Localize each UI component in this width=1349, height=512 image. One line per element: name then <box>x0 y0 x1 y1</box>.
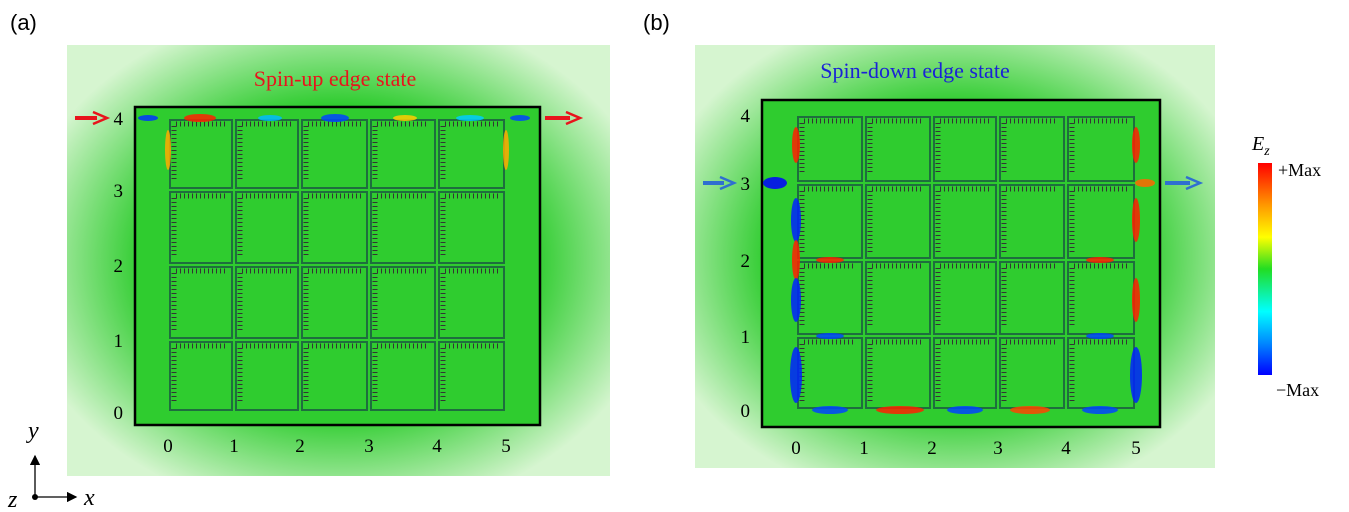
x-tick-label: 4 <box>1061 438 1071 459</box>
field-hotspot <box>510 115 530 121</box>
field-hotspot <box>1082 406 1118 414</box>
field-hotspot <box>1086 333 1114 339</box>
figure: Ez +Max −Max y z x (a) Spin-up edge state… <box>0 0 1349 512</box>
field-hotspot <box>876 406 924 414</box>
field-hotspot <box>138 115 158 121</box>
field-hotspot <box>791 278 801 322</box>
field-hotspot <box>791 198 801 242</box>
x-tick-label: 2 <box>295 436 305 457</box>
x-tick-label: 5 <box>1131 438 1141 459</box>
field-hotspot <box>947 406 983 414</box>
field-hotspot <box>1130 347 1142 403</box>
x-tick-label: 4 <box>432 436 442 457</box>
origin <box>32 494 38 500</box>
colorbar-min: −Max <box>1276 380 1319 400</box>
panel-title: Spin-up edge state <box>254 66 417 91</box>
field-hotspot <box>165 130 171 170</box>
field-hotspot <box>503 130 509 170</box>
x-tick-label: 3 <box>993 438 1003 459</box>
y-tick-label: 0 <box>114 403 124 424</box>
field-hotspot <box>1132 127 1140 163</box>
field-hotspot <box>816 257 844 263</box>
field-hotspot <box>816 333 844 339</box>
x-tick-label: 5 <box>501 436 511 457</box>
panel-label: (b) <box>643 10 670 35</box>
x-tick-label: 1 <box>229 436 239 457</box>
y-tick-label: 2 <box>741 251 751 272</box>
panel: (b) Spin-down edge state 0 1 2 3 4 5 4 3 2 1 0 <box>643 10 1215 468</box>
y-tick-label: 4 <box>741 106 751 127</box>
field-hotspot <box>456 115 484 121</box>
panel: (a) Spin-up edge state 0 1 2 3 4 5 4 3 2 1 0 <box>10 10 610 476</box>
y-tick-label: 2 <box>114 256 124 277</box>
y-tick-label: 0 <box>741 401 751 422</box>
x-tick-label: 0 <box>163 436 173 457</box>
field-hotspot <box>1135 179 1155 187</box>
field-hotspot <box>792 127 800 163</box>
field-hotspot <box>1132 198 1140 242</box>
field-hotspot <box>321 114 349 122</box>
field-hotspot <box>184 114 216 122</box>
x-tick-label: 0 <box>791 438 801 459</box>
y-tick-label: 3 <box>741 174 751 195</box>
x-tick-label: 2 <box>927 438 937 459</box>
axis-y: y <box>26 418 39 444</box>
colorbar-max: +Max <box>1278 160 1321 180</box>
field-hotspot <box>812 406 848 414</box>
field-hotspot <box>763 177 787 189</box>
y-tick-label: 4 <box>114 109 124 130</box>
field-hotspot <box>792 240 800 280</box>
field-hotspot <box>258 115 282 121</box>
panel-label: (a) <box>10 10 37 35</box>
field-hotspot <box>393 115 417 121</box>
field-hotspot <box>1132 278 1140 322</box>
y-tick-label: 1 <box>114 331 124 352</box>
axis-x: x <box>83 485 95 511</box>
y-tick-label: 1 <box>741 327 751 348</box>
x-tick-label: 3 <box>364 436 374 457</box>
colorbar-label: Ez <box>1251 133 1270 159</box>
x-tick-label: 1 <box>859 438 869 459</box>
y-tick-label: 3 <box>114 181 124 202</box>
field-hotspot <box>1010 406 1050 414</box>
colorbar <box>1258 163 1272 375</box>
field-hotspot <box>790 347 802 403</box>
field-hotspot <box>1086 257 1114 263</box>
axis-z: z <box>7 487 18 512</box>
panel-title: Spin-down edge state <box>820 58 1009 83</box>
